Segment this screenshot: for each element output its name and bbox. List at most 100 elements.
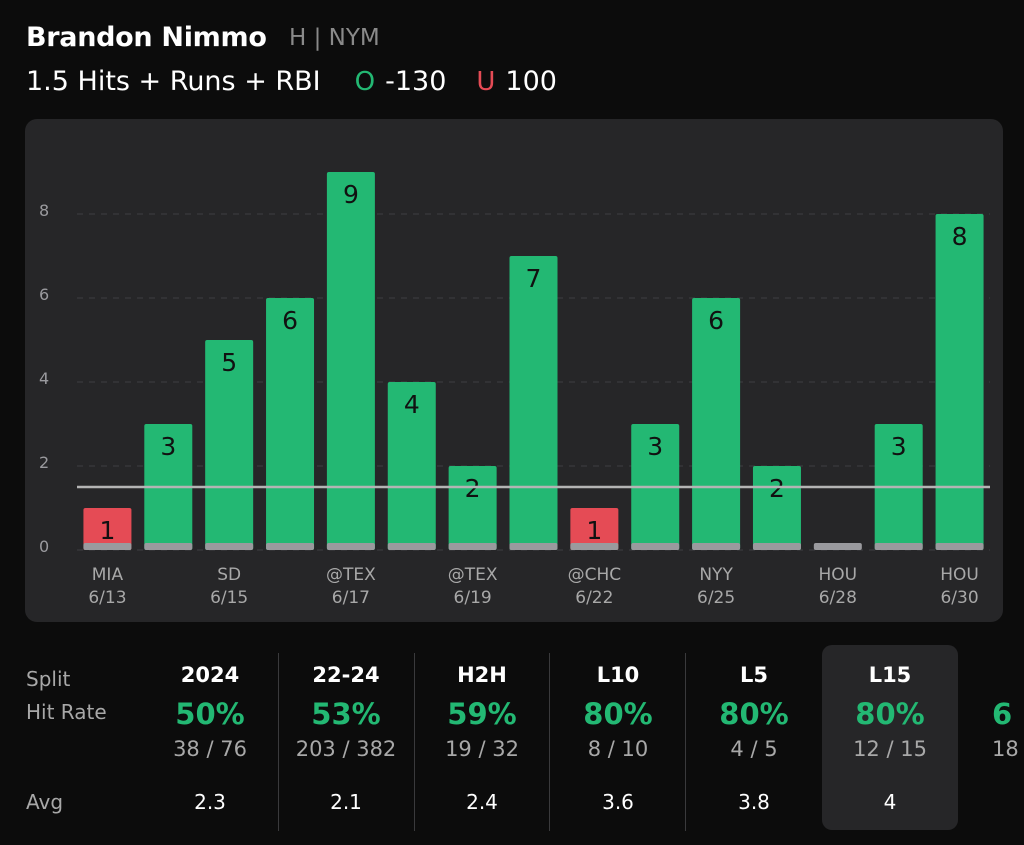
bar-base [387,543,436,550]
split-column-h2h[interactable]: H2H 59% 19 / 32 2.4 [414,645,550,830]
player-name: Brandon Nimmo [26,22,267,53]
x-tick-opponent: @TEX [326,565,376,585]
column-divider [685,653,686,831]
bar-base [448,543,497,550]
column-divider [549,653,550,831]
bar-value-label: 1 [99,516,115,545]
avg-value: 3.8 [738,790,770,814]
hit-rate: 53% [311,697,381,731]
prop-label: 1.5 Hits + Runs + RBI [26,66,321,97]
hit-rate: 59% [447,697,517,731]
bar-base [205,543,254,550]
bar-value-label: 9 [343,180,359,209]
avg-value: 2.4 [466,790,498,814]
bar-base [874,543,923,550]
bar-value-label: 3 [891,432,907,461]
bar [692,298,741,550]
bar-value-label: 2 [769,474,785,503]
x-tick-opponent: HOU [819,565,858,585]
x-tick-date: 6/15 [210,588,248,608]
x-tick-opponent: NYY [699,565,733,585]
bar-base [144,543,193,550]
bar-base [266,543,315,550]
split-name: L5 [740,663,768,687]
bar [935,214,984,550]
hit-record: 8 / 10 [587,737,649,761]
split-column-l15[interactable]: L15 80% 12 / 15 4 [822,645,958,830]
y-tick-label: 4 [39,369,49,388]
x-tick-opponent: MIA [92,565,124,585]
hit-record: 4 / 5 [730,737,778,761]
bar-value-label: 7 [526,264,542,293]
bar [570,508,619,550]
under-odds[interactable]: U 100 [476,66,557,97]
y-tick-label: 6 [39,285,49,304]
split-name: 22-24 [312,663,380,687]
x-tick-opponent: @CHC [568,565,622,585]
bar-value-label: 5 [221,348,237,377]
split-column-l10[interactable]: L10 80% 8 / 10 3.6 [550,645,686,830]
bar-base [83,543,132,550]
bar-chart: 0 2 4 6 8 1 3 5 6 9 4 2 7 1 3 6 2 3 8 MIA 6/13 SD 6/15 @TEX 6/17… [39,172,990,608]
split-name: H2H [457,663,507,687]
y-tick-label: 8 [39,201,49,220]
hit-rate: 80% [855,697,925,731]
bar-value-label: 2 [465,474,481,503]
bar-base [509,543,558,550]
split-name: 2024 [180,663,240,687]
bar-base [692,543,741,550]
split-column-2024[interactable]: 2024 50% 38 / 76 2.3 [142,645,278,830]
bar-base [813,543,862,550]
hit-record: 18 [992,737,1019,761]
split-column-partial[interactable]: 6 18 [992,645,1024,830]
chart-card: 0 2 4 6 8 1 3 5 6 9 4 2 7 1 3 6 2 3 8 MIA 6/13 SD 6/15 @TEX 6/17… [25,119,1003,622]
avg-value: 4 [883,790,897,814]
bar-value-label: 1 [586,516,602,545]
bar-value-label: 3 [160,432,176,461]
x-tick-date: 6/28 [819,588,857,608]
split-label: Split [26,667,71,691]
x-tick-opponent: SD [217,565,241,585]
avg-value: 2.1 [330,790,362,814]
x-tick-date: 6/25 [697,588,735,608]
x-tick-date: 6/17 [332,588,370,608]
bar [266,298,315,550]
y-tick-label: 0 [39,537,49,556]
bar-value-label: 3 [647,432,663,461]
column-divider [278,653,279,831]
hit-record: 12 / 15 [853,737,927,761]
y-tick-label: 2 [39,453,49,472]
x-tick-date: 6/13 [88,588,126,608]
over-icon: O [354,66,376,97]
avg-value: 3.6 [602,790,634,814]
bar [326,172,375,550]
bar [509,256,558,550]
x-tick-opponent: HOU [940,565,979,585]
bar-value-label: 6 [708,306,724,335]
bar-value-label: 8 [952,222,968,251]
bar [205,340,254,550]
column-divider [414,653,415,831]
avg-label: Avg [26,790,64,814]
x-tick-opponent: @TEX [448,565,498,585]
x-tick-date: 6/19 [454,588,492,608]
hit-rate: 50% [175,697,245,731]
bar-base [326,543,375,550]
bar-base [570,543,619,550]
hit-rate: 80% [583,697,653,731]
bar [83,508,132,550]
under-odds-value: 100 [505,66,557,97]
player-position-team: H | NYM [289,25,380,51]
bar-base [752,543,801,550]
bar-value-label: 4 [404,390,420,419]
hit-rate: 6 [992,697,1013,731]
split-column-22-24[interactable]: 22-24 53% 203 / 382 2.1 [278,645,414,830]
bar [387,382,436,550]
split-name: L10 [596,663,640,687]
avg-value: 2.3 [194,790,226,814]
over-odds[interactable]: O -130 [355,66,447,97]
prop-line: 1.5 Hits + Runs + RBI O -130 U 100 [26,66,557,97]
hit-record: 19 / 32 [445,737,519,761]
split-column-l5[interactable]: L5 80% 4 / 5 3.8 [686,645,822,830]
bar-value-label: 6 [282,306,298,335]
